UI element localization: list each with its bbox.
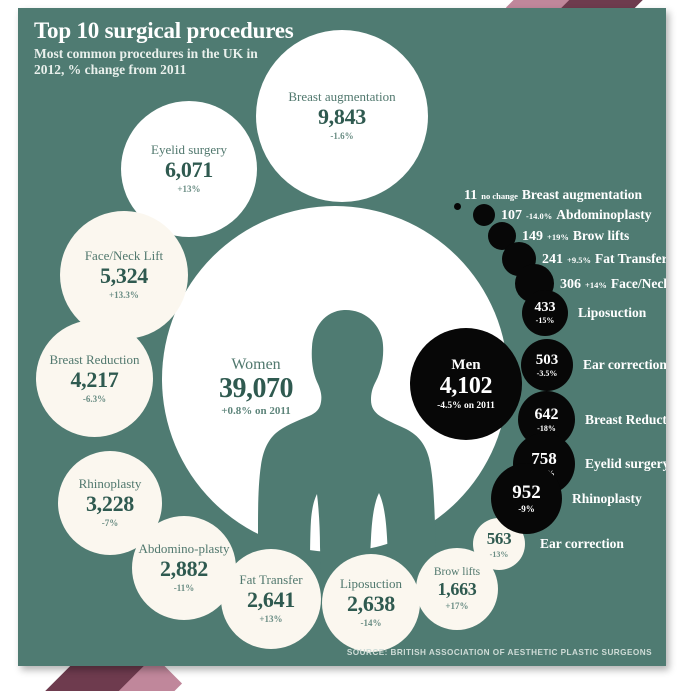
men-row-rhinoplasty[interactable]: 952 -9% Rhinoplasty <box>491 463 642 534</box>
men-row-text: 306 +14% Face/Neck Lift <box>560 275 666 292</box>
men-row-text: Ear correction <box>583 357 666 372</box>
bubble-value: 9,843 <box>317 104 366 130</box>
men-row-text: Liposuction <box>578 305 647 320</box>
bubble-label: Brow lifts <box>433 566 481 579</box>
women-label: Women <box>231 356 281 373</box>
female-torso-silhouette-icon <box>258 309 436 576</box>
bubble-label: Eyelid surgery <box>151 142 227 158</box>
page-title: Top 10 surgical procedures <box>34 18 294 43</box>
women-change: +0.8% on 2011 <box>221 405 291 418</box>
men-value: 4,102 <box>439 372 493 399</box>
men-row-abdominoplasty[interactable]: 107 -14.0% Abdominoplasty <box>473 204 652 226</box>
bubble-change: -11% <box>173 583 195 594</box>
bubble-change: +17% <box>445 601 469 612</box>
bubble-value: 563 <box>486 528 512 548</box>
bubble-breast-reduction[interactable]: Breast Reduction 4,217 -6.3% <box>36 320 153 437</box>
bubble-change: -13% <box>489 549 509 559</box>
men-dot: 433 -15% <box>522 290 568 336</box>
bubble-fat-transfer[interactable]: Fat Transfer 2,641 +13% <box>221 549 321 649</box>
bubble-value: 2,641 <box>246 587 295 613</box>
men-dot: 503 -3.5% <box>521 339 573 391</box>
bubble-label: Liposuction <box>339 576 403 592</box>
men-row-text: Eyelid surgery <box>585 456 666 471</box>
men-label: Men <box>451 356 481 373</box>
bubble-value: 4,217 <box>70 366 119 392</box>
bubble-ear-correction-label: Ear correction <box>540 536 624 551</box>
bubble-label: Abdomino-plasty <box>138 541 230 557</box>
bubble-label: Breast augmentation <box>288 89 396 105</box>
bubble-ear-correction[interactable]: 563 -13% <box>473 518 525 570</box>
bubble-abdominoplasty[interactable]: Abdomino-plasty 2,882 -11% <box>132 516 236 620</box>
bubble-change: -6.3% <box>82 393 107 404</box>
men-row-text: Rhinoplasty <box>572 490 642 506</box>
bubble-value: 2,638 <box>346 591 395 617</box>
men-row-breast-augmentation[interactable]: 11 no change Breast augmentation <box>454 187 642 210</box>
men-dot: 952 -9% <box>491 463 562 534</box>
bubble-label: Rhinoplasty <box>78 476 142 492</box>
bubble-value: 6,071 <box>164 157 213 183</box>
bubble-label: Face/Neck Lift <box>84 248 164 264</box>
women-value: 39,070 <box>219 373 294 404</box>
men-row-text: Breast Reduction <box>585 411 666 427</box>
bubble-value: 5,324 <box>99 263 148 289</box>
bubble-face-neck-lift[interactable]: Face/Neck Lift 5,324 +13.3% <box>60 211 188 339</box>
bubble-change: +13.3% <box>109 290 139 301</box>
men-row-text: 11 no change Breast augmentation <box>464 187 642 203</box>
men-change: -4.5% on 2011 <box>437 401 495 412</box>
bubble-value: 3,228 <box>85 491 134 517</box>
bubble-change: -7% <box>101 518 119 529</box>
bubble-label: Breast Reduction <box>49 351 140 367</box>
bubble-change: +13% <box>259 614 283 625</box>
women-total-label: Women 39,070 +0.8% on 2011 <box>186 356 326 417</box>
page-subtitle: Most common procedures in the UK in 2012… <box>34 46 258 77</box>
bubble-liposuction[interactable]: Liposuction 2,638 -14% <box>322 554 420 652</box>
men-row-liposuction[interactable]: 433 -15% Liposuction <box>522 290 646 336</box>
men-row-text: 149 +19% Brow lifts <box>522 228 630 244</box>
men-dot <box>473 204 495 226</box>
men-row-ear-correction[interactable]: 503 -3.5% Ear correction <box>521 339 666 391</box>
bubble-label: Fat Transfer <box>239 572 303 588</box>
bubble-value: 1,663 <box>437 578 477 599</box>
bubble-change: -1.6% <box>330 131 354 142</box>
bubble-value: 2,882 <box>159 556 208 582</box>
men-dot <box>454 203 461 210</box>
chart-panel: Top 10 surgical procedures Most common p… <box>18 8 666 666</box>
men-total-bubble[interactable]: Men 4,102 -4.5% on 2011 <box>410 328 522 440</box>
bubble-breast-augmentation[interactable]: Breast augmentation 9,843 -1.6% <box>256 30 428 202</box>
men-row-text: 107 -14.0% Abdominoplasty <box>501 207 652 223</box>
bubble-change: -14% <box>360 618 382 629</box>
bubble-change: +13% <box>177 184 201 195</box>
men-row-brow-lifts[interactable]: 149 +19% Brow lifts <box>488 222 629 250</box>
source-note: SOURCE: BRITISH ASSOCIATION OF AESTHETIC… <box>346 648 652 657</box>
men-row-text: 241 +9.5% Fat Transfer <box>542 251 666 267</box>
